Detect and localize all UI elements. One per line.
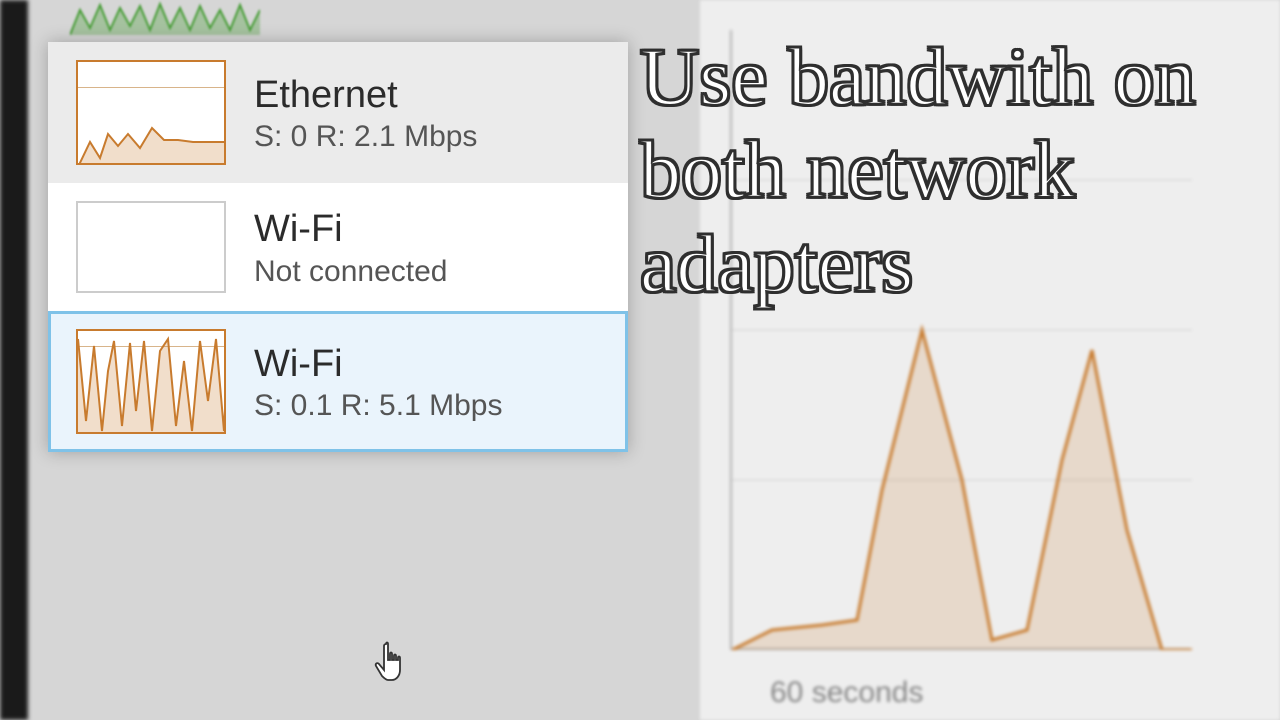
video-title-overlay: Use bandwith on both network adapters bbox=[640, 30, 1270, 310]
adapter-name: Wi-Fi bbox=[254, 209, 606, 251]
network-adapter-list: Ethernet S: 0 R: 2.1 Mbps Wi-Fi Not conn… bbox=[48, 42, 628, 452]
bg-strip-graph bbox=[70, 0, 260, 35]
adapter-detail: Not connected bbox=[254, 255, 606, 289]
adapter-row-wifi-disconnected[interactable]: Wi-Fi Not connected bbox=[48, 183, 628, 311]
left-window-edge bbox=[0, 0, 28, 720]
adapter-row-wifi-active[interactable]: Wi-Fi S: 0.1 R: 5.1 Mbps bbox=[48, 311, 628, 452]
hand-cursor-icon bbox=[368, 638, 416, 690]
mini-chart-wifi bbox=[76, 329, 226, 434]
adapter-detail: S: 0 R: 2.1 Mbps bbox=[254, 120, 606, 154]
bg-axis-label: 60 seconds bbox=[770, 676, 923, 710]
adapter-text: Wi-Fi Not connected bbox=[254, 205, 606, 289]
adapter-name: Wi-Fi bbox=[254, 344, 606, 386]
adapter-text: Wi-Fi S: 0.1 R: 5.1 Mbps bbox=[254, 340, 606, 424]
adapter-detail: S: 0.1 R: 5.1 Mbps bbox=[254, 389, 606, 423]
mini-chart-ethernet bbox=[76, 60, 226, 165]
adapter-text: Ethernet S: 0 R: 2.1 Mbps bbox=[254, 71, 606, 155]
mini-chart-wifi-empty bbox=[76, 201, 226, 293]
adapter-name: Ethernet bbox=[254, 75, 606, 117]
adapter-row-ethernet[interactable]: Ethernet S: 0 R: 2.1 Mbps bbox=[48, 42, 628, 183]
